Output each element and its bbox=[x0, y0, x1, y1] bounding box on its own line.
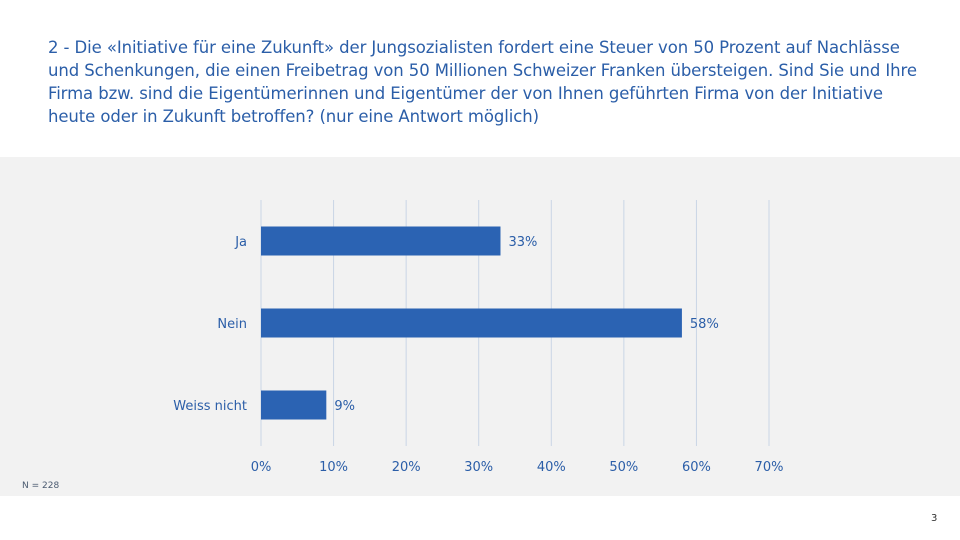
data-label: 33% bbox=[508, 235, 537, 250]
x-tick-label: 60% bbox=[682, 460, 711, 475]
x-tick-label: 0% bbox=[251, 460, 272, 475]
bar bbox=[261, 308, 682, 338]
page-number: 3 bbox=[931, 513, 938, 524]
x-tick-label: 50% bbox=[609, 460, 638, 475]
data-label: 9% bbox=[334, 399, 355, 414]
x-tick-label: 10% bbox=[319, 460, 348, 475]
category-label: Weiss nicht bbox=[173, 399, 247, 414]
sample-size-note: N = 228 bbox=[22, 481, 60, 491]
bar bbox=[261, 390, 327, 420]
x-tick-label: 70% bbox=[755, 460, 784, 475]
category-label: Nein bbox=[217, 317, 247, 332]
category-label: Ja bbox=[234, 235, 247, 250]
data-label: 58% bbox=[690, 317, 719, 332]
x-tick-label: 20% bbox=[392, 460, 421, 475]
bar bbox=[261, 226, 501, 256]
x-tick-label: 30% bbox=[464, 460, 493, 475]
question-title: 2 - Die «Initiative für eine Zukunft» de… bbox=[48, 38, 917, 126]
x-tick-label: 40% bbox=[537, 460, 566, 475]
